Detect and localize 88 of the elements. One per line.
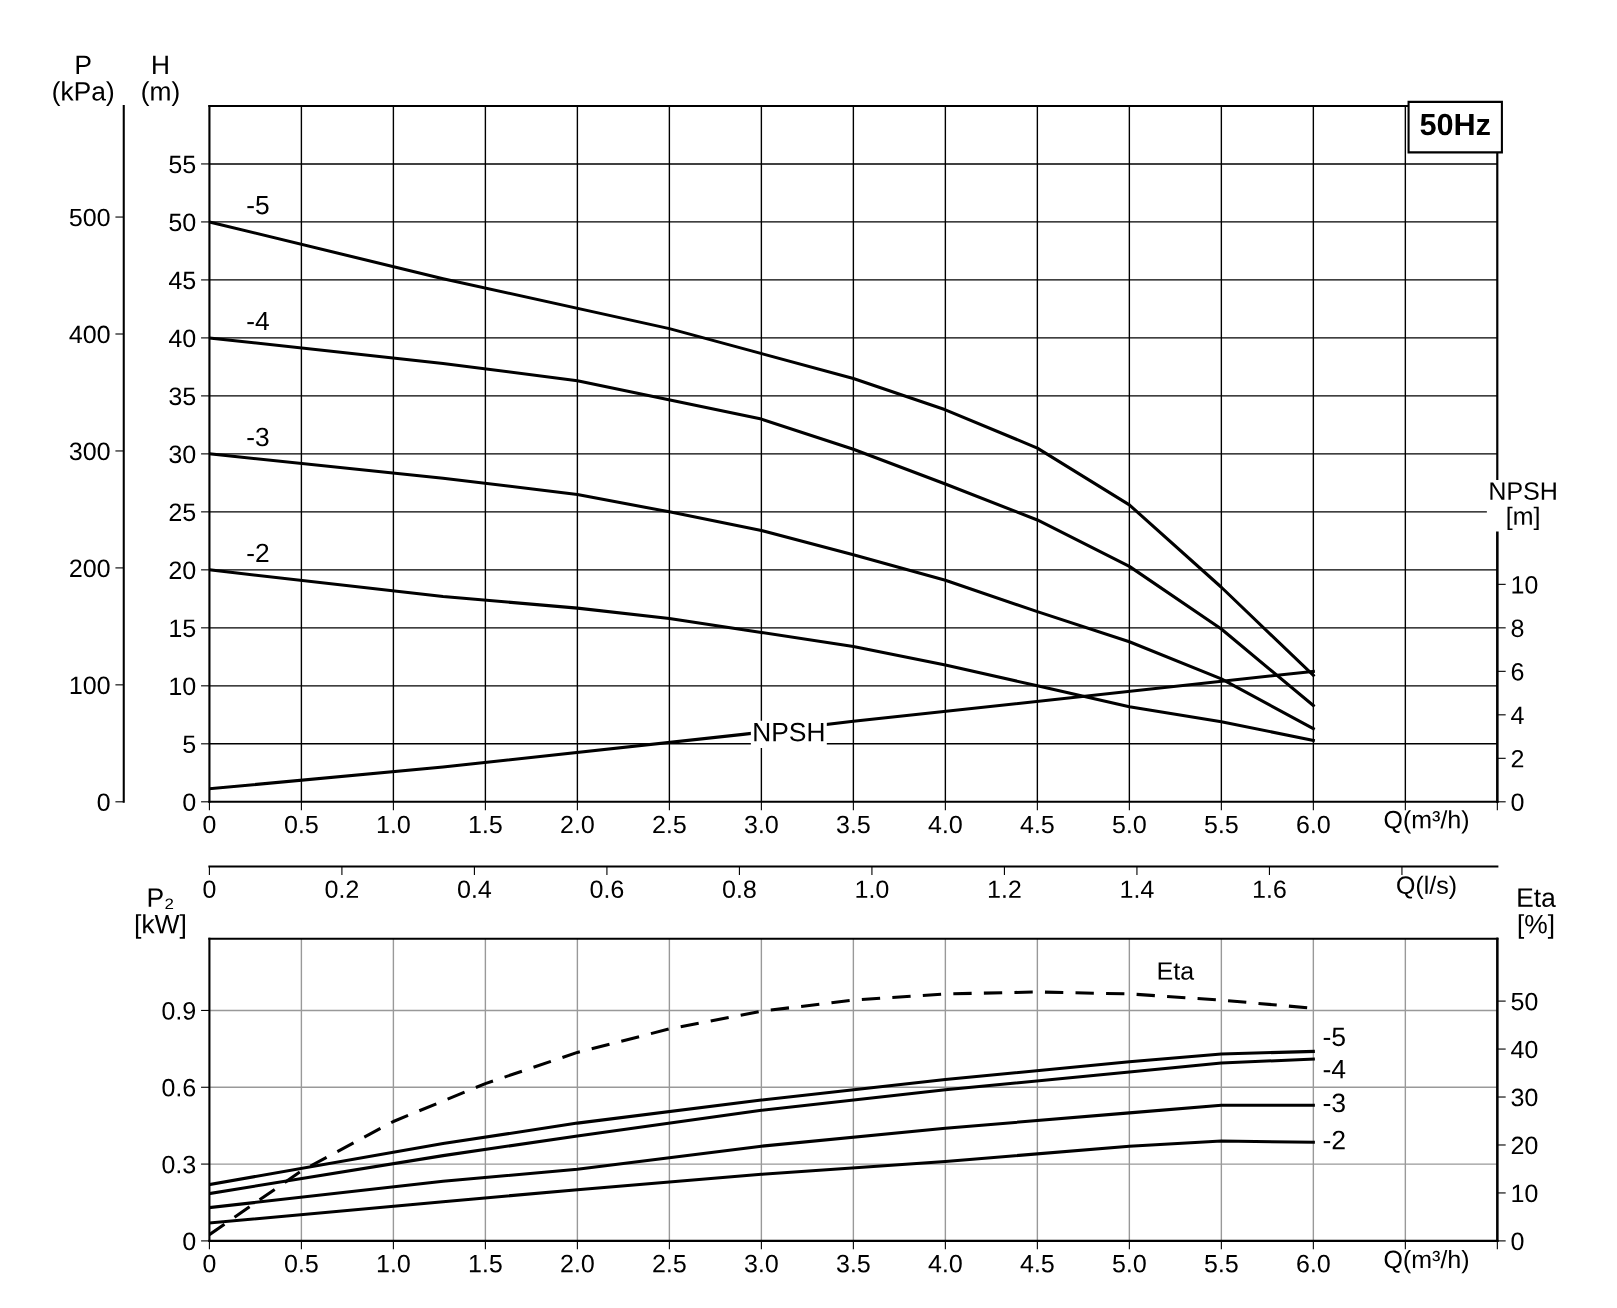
y2-tick-label: 50 [1511,992,1538,1011]
series-label: -2 [1323,1130,1345,1150]
x-tick-label: 4.0 [928,1254,962,1273]
x-tick-label: 5.0 [1112,815,1146,834]
y-tick-label: 15 [170,619,196,638]
x-tick-label: 0.5 [285,815,318,834]
y2-tick-label: 40 [1511,1040,1538,1059]
y-tick-label: 0.6 [162,1078,196,1097]
x2-tick-label: 0.8 [723,880,756,899]
x2-tick-label: 0.6 [590,880,624,899]
y-tick-label: 10 [170,677,196,696]
x-tick-label: 1.0 [377,1254,410,1273]
x-tick-label: 1.5 [469,1255,502,1273]
y2-tick-label: 8 [1511,619,1524,638]
x-tick-label: 5.5 [1204,815,1238,834]
x-axis-title: Q(m³/h) [1384,810,1468,834]
x2-tick-label: 1.2 [988,880,1021,898]
x2-tick-label: 1.0 [856,880,889,899]
x-tick-label: 1.0 [377,815,410,834]
x2-tick-label: 0.2 [325,880,359,899]
y2-tick-label: 6 [1511,662,1524,681]
y3-tick-label: 200 [70,559,110,578]
y-tick-label: 45 [168,271,196,290]
y-tick-label: 55 [169,155,196,174]
x-tick-label: 3.0 [744,1254,778,1273]
x-tick-label: 3.5 [836,1254,870,1273]
y-axis-title: H (m) [142,55,179,106]
x2-axis-title: Q(l/s) [1397,875,1456,899]
series-label: -4 [1323,1060,1346,1079]
y-tick-label: 25 [169,503,196,522]
y2-axis-title: Eta [%] [1518,888,1556,939]
x-tick-label: 2.5 [653,1254,686,1273]
series-label: -3 [1323,1093,1345,1113]
y2-tick-label: 0 [1511,793,1524,812]
y-tick-label: 0 [183,793,196,812]
y-tick-label: 40 [168,329,196,348]
y-axis-title: P₂ [kW] [135,888,185,939]
x-tick-label: 3.0 [744,815,778,834]
y-tick-label: 50 [169,213,196,232]
x-tick-label: 0 [203,815,216,834]
y-tick-label: 0.9 [162,1002,196,1020]
x-tick-label: 6.0 [1297,1254,1330,1273]
y3-tick-label: 400 [69,325,110,344]
x-tick-label: 4.5 [1020,1255,1054,1273]
x2-tick-label: 1.4 [1121,880,1154,898]
x-tick-label: 2.0 [561,815,594,834]
chart-title: 50Hz [1420,113,1490,136]
y3-axis-title: P (kPa) [53,55,114,106]
y2-tick-label: 20 [1511,1136,1538,1155]
y2-tick-label: 10 [1512,575,1538,594]
y2-tick-label: 4 [1511,706,1524,724]
x-tick-label: 0.5 [285,1254,318,1273]
y-tick-label: 0 [183,1232,196,1251]
x-tick-label: 5.0 [1112,1254,1146,1273]
series-label: NPSH [754,722,824,742]
x-tick-label: 5.5 [1204,1255,1238,1273]
y2-axis-title: NPSH [m] [1490,482,1556,530]
x-tick-label: 4.5 [1020,815,1054,834]
y2-tick-label: 2 [1511,749,1524,768]
y3-tick-label: 0 [97,793,110,812]
y2-tick-label: 0 [1511,1232,1524,1251]
x2-tick-label: 1.6 [1253,880,1286,899]
y-tick-label: 35 [169,387,196,406]
y3-tick-label: 300 [69,442,110,461]
y3-tick-label: 100 [70,676,110,695]
series-label: -2 [247,543,269,563]
x2-tick-label: 0 [203,880,216,899]
y-tick-label: 30 [169,445,196,464]
x2-tick-label: 0.4 [458,880,492,899]
x-tick-label: 4.0 [928,815,962,834]
series-label: -5 [1323,1027,1345,1047]
y-tick-label: 0.3 [162,1155,196,1174]
y-tick-label: 5 [183,735,196,754]
series-label: Eta [1158,962,1195,980]
x-tick-label: 3.5 [836,815,870,834]
x-tick-label: 6.0 [1297,815,1330,834]
y2-tick-label: 10 [1512,1184,1538,1203]
y-tick-label: 20 [169,561,196,580]
x-tick-label: 2.5 [653,815,686,834]
series-label: -4 [247,311,269,331]
series-label: -5 [247,195,269,215]
x-tick-label: 1.5 [469,815,502,834]
x-tick-label: 0 [203,1254,216,1273]
y2-tick-label: 30 [1511,1088,1538,1107]
x-tick-label: 2.0 [561,1254,594,1273]
y3-tick-label: 500 [69,208,110,227]
series-label: -3 [247,427,269,447]
x-axis-title: Q(m³/h) [1384,1249,1468,1274]
